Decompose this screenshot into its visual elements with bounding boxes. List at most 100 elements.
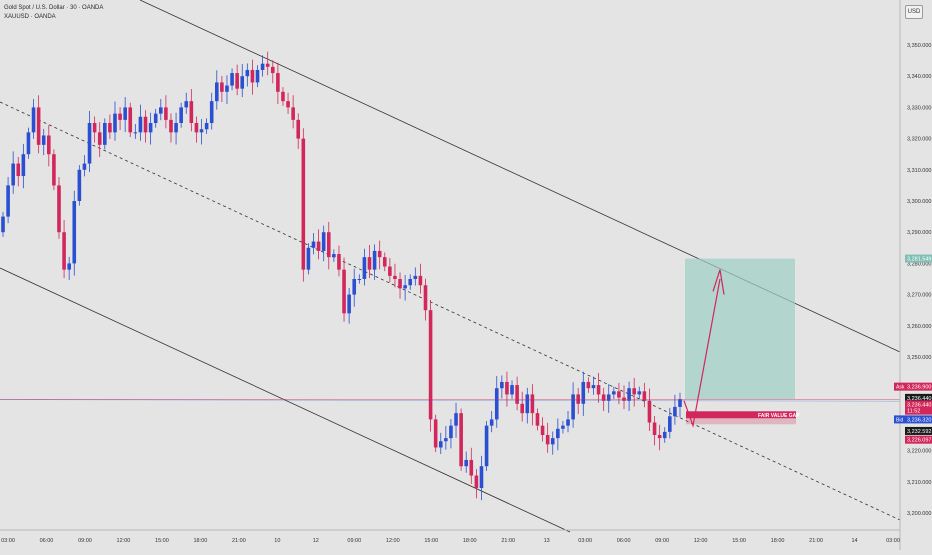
y-tick-label: 3,260.000 <box>907 324 931 330</box>
candle-body <box>189 101 194 123</box>
candle-body <box>67 263 71 270</box>
candle-body <box>1 216 5 233</box>
projection-arrowhead <box>712 269 725 295</box>
candle-body <box>281 91 285 102</box>
y-tick-label: 3,200.000 <box>907 511 931 517</box>
candle-body <box>225 85 229 92</box>
candle-body <box>423 285 428 311</box>
x-tick-label: 03:00 <box>1 538 15 544</box>
candle-body <box>169 119 173 133</box>
candle-body <box>540 425 545 435</box>
candle-body <box>204 123 209 130</box>
y-tick-label: 3,280.000 <box>907 261 931 267</box>
candle-body <box>433 419 438 448</box>
x-tick-label: 09:00 <box>347 538 361 544</box>
candle-body <box>164 107 168 120</box>
candle-body <box>581 381 586 404</box>
candle-body <box>41 135 46 145</box>
candle-body <box>393 275 397 279</box>
candle-body <box>484 425 489 467</box>
candle-body <box>535 413 540 426</box>
candle-body <box>11 163 15 186</box>
candle-body <box>494 388 499 420</box>
candle-body <box>403 285 407 289</box>
candle-body <box>209 101 214 123</box>
candle-body <box>474 475 479 489</box>
countdown-label-bg <box>905 406 932 415</box>
x-tick-label: 18:00 <box>771 538 785 544</box>
candle-body <box>352 279 357 295</box>
candle-body <box>586 381 591 389</box>
candle-body <box>530 394 535 414</box>
candle-body <box>505 381 509 395</box>
candle-body <box>214 82 219 102</box>
candle-body <box>662 431 667 439</box>
candle-body <box>556 428 560 439</box>
y-tick-label: 3,330.000 <box>907 105 931 111</box>
candle-body <box>6 185 10 217</box>
candle-body <box>92 123 97 133</box>
bid-price-label-bg <box>905 415 932 424</box>
candle-body <box>545 435 550 445</box>
chart-title: Gold Spot / U.S. Dollar · 30 · OANDA <box>4 5 104 11</box>
time-axis[interactable]: 03:00 06:00 09:00 12:00 15:00 18:00 21:00 10 12 0… <box>0 529 900 544</box>
candle-body <box>265 63 270 67</box>
candle-body <box>550 438 555 445</box>
x-tick-label: 15:00 <box>155 538 169 544</box>
y-tick-label: 3,270.000 <box>907 293 931 299</box>
bid-price-line <box>0 399 901 402</box>
candle-body <box>566 419 570 426</box>
candle-body <box>230 73 234 86</box>
candle-body <box>398 279 402 289</box>
candle-body <box>657 435 662 439</box>
target-price-label: 3,281.549 <box>907 257 931 263</box>
candle-body <box>321 232 326 251</box>
candle-body <box>479 466 484 489</box>
candle-body <box>347 294 351 314</box>
candle-body <box>199 129 204 133</box>
candle-body <box>52 154 56 186</box>
candle-body <box>367 257 372 270</box>
candle-body <box>87 123 92 164</box>
projection-path <box>683 278 721 428</box>
candle-body <box>316 241 321 251</box>
y-tick-label: 3,350.000 <box>907 43 931 49</box>
x-tick-label: 12:00 <box>117 538 131 544</box>
candle-body <box>469 459 474 476</box>
x-tick-label: 12:00 <box>694 538 708 544</box>
bid-price-label-tag: Bid <box>896 417 903 423</box>
currency-button[interactable]: USD <box>905 5 923 19</box>
candle-body <box>301 138 306 270</box>
candle-body <box>21 154 26 177</box>
target-price-label-bg <box>905 254 932 263</box>
candle-body <box>596 385 601 395</box>
candle-body <box>510 385 514 395</box>
x-tick-label: 14 <box>851 538 857 544</box>
price-axis[interactable]: 3,350.000 3,340.000 3,330.000 3,320.000 3,31… <box>894 0 932 550</box>
candle-body <box>97 132 102 145</box>
candle-body <box>286 101 290 108</box>
candle-body <box>515 385 519 404</box>
candle-body <box>194 123 199 133</box>
fvg-bottom-label: 3,226.097 <box>907 438 931 444</box>
x-tick-label: 10 <box>274 538 280 544</box>
candle-body <box>561 425 565 429</box>
candle-body <box>418 275 423 286</box>
candle-body <box>245 69 250 77</box>
x-tick-label: 09:00 <box>78 538 92 544</box>
candle-body <box>678 399 682 407</box>
candle-body <box>326 232 331 258</box>
candle-body <box>240 76 245 89</box>
candle-body <box>108 123 112 133</box>
candle-body <box>444 438 448 442</box>
candle-body <box>357 279 362 280</box>
candle-body <box>362 257 367 279</box>
x-tick-label: 06:00 <box>617 538 631 544</box>
candle-body <box>57 185 61 233</box>
candle-body <box>113 113 117 133</box>
candle-body <box>377 250 382 258</box>
candle-body <box>337 254 341 270</box>
candle-body <box>296 119 301 139</box>
